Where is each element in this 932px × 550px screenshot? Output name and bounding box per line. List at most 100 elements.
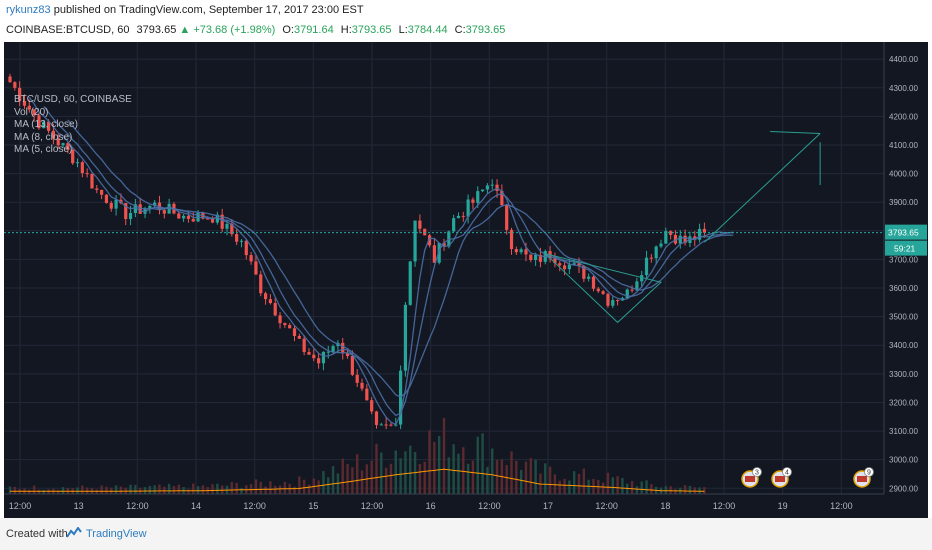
price-tick-label: 3700.00 xyxy=(889,255,918,264)
candle-body xyxy=(128,213,133,220)
candle-body xyxy=(471,199,475,203)
volume-bar xyxy=(331,466,335,494)
volume-bar xyxy=(134,485,137,494)
time-tick-label: 12:00 xyxy=(478,501,501,511)
timer-badge-bg xyxy=(885,240,927,256)
candle-body xyxy=(596,288,600,292)
candle-body xyxy=(534,254,538,260)
time-tick-label: 12:00 xyxy=(126,501,149,511)
volume-bar xyxy=(491,448,494,494)
candle-body xyxy=(654,246,658,259)
footer: Created with TradingView xyxy=(0,518,932,550)
high-value: 3793.65 xyxy=(351,24,392,36)
candle-body xyxy=(591,276,596,289)
volume-bar xyxy=(563,478,566,494)
legend-ma-13[interactable]: MA (13, close) xyxy=(14,119,78,130)
chart-area[interactable]: 2900.00 3000.00 3100.00 3200.00 3300.00 3400.… xyxy=(4,42,928,518)
candle-body xyxy=(37,115,41,129)
volume-bar xyxy=(360,470,364,494)
candle-body xyxy=(461,215,465,217)
price-tick-label: 4200.00 xyxy=(889,112,918,121)
volume-bar xyxy=(61,487,65,494)
candle-body xyxy=(331,346,335,352)
volume-bar xyxy=(645,480,648,494)
price-chart[interactable]: 2900.00 3000.00 3100.00 3200.00 3300.00 3400.… xyxy=(4,42,928,518)
volume-bar xyxy=(409,445,412,494)
price-tick-label: 3900.00 xyxy=(889,198,918,207)
candle-body xyxy=(230,223,234,235)
volume-bar xyxy=(505,464,508,494)
volume-bar xyxy=(703,487,706,494)
candle-body xyxy=(18,87,22,101)
volume-bar xyxy=(466,463,470,494)
volume-bar xyxy=(148,485,152,494)
legend-ma-8[interactable]: MA (8, close) xyxy=(14,131,73,143)
volume-bar xyxy=(76,487,79,494)
volume-bar xyxy=(433,441,436,494)
open-value: 3791.64 xyxy=(293,24,334,36)
candle-body xyxy=(71,149,75,164)
candle-body xyxy=(490,184,494,186)
volume-bar xyxy=(230,481,234,494)
candle-body xyxy=(577,263,581,266)
legend-vol[interactable]: Vol (20) xyxy=(14,106,49,118)
candle-body xyxy=(644,257,649,276)
timer-badge-text: 59:21 xyxy=(894,244,916,254)
candle-body xyxy=(13,82,17,88)
price-tick-label: 3400.00 xyxy=(889,341,918,350)
candle-body xyxy=(61,143,65,146)
volume-bar xyxy=(650,484,653,494)
candle-body xyxy=(114,199,118,209)
candle-body xyxy=(278,315,282,324)
close-label: C: xyxy=(454,24,466,36)
volume-bar xyxy=(418,464,422,494)
volume-bar xyxy=(621,477,624,494)
price-tick-label: 2900.00 xyxy=(889,484,918,493)
volume-bar xyxy=(240,488,243,494)
volume-bar xyxy=(346,463,349,494)
candle-body xyxy=(678,235,682,244)
volume-bar xyxy=(278,485,282,494)
candle-body xyxy=(138,204,142,214)
volume-bar xyxy=(519,469,523,494)
candle-body xyxy=(485,185,489,190)
candle-body xyxy=(452,218,456,232)
volume-bar xyxy=(85,487,89,494)
volume-bar xyxy=(163,486,166,494)
volume-bar xyxy=(389,463,393,494)
event-count-bubble xyxy=(752,467,762,477)
volume-bar xyxy=(158,484,161,494)
high-label: H: xyxy=(340,24,352,36)
volume-bar xyxy=(384,467,388,494)
candle-body xyxy=(572,263,576,265)
author-link[interactable]: rykunz83 xyxy=(6,4,51,16)
study-legend: BTC/USD, 60, COINBASE Vol (20) MA (13, c… xyxy=(14,94,132,157)
volume-bar xyxy=(515,460,518,494)
candle-body xyxy=(432,245,436,263)
volume-bar xyxy=(192,483,195,494)
candle-body xyxy=(582,265,586,279)
candle-body xyxy=(529,254,533,260)
legend-ma-5[interactable]: MA (5, close) xyxy=(14,144,73,155)
candle-body xyxy=(476,191,480,203)
volume-bar xyxy=(558,480,561,494)
candle-body xyxy=(456,215,461,219)
volume-bar xyxy=(8,486,12,494)
volume-bar xyxy=(582,468,586,494)
tradingview-link[interactable]: TradingView xyxy=(86,528,147,540)
price-tick-label: 4300.00 xyxy=(889,84,918,93)
volume-bar xyxy=(486,466,489,494)
volume-bar xyxy=(404,451,407,494)
volume-bar xyxy=(100,485,103,494)
candle-body xyxy=(191,218,195,222)
volume-bar xyxy=(336,473,340,494)
candle-body xyxy=(562,265,567,270)
candle-body xyxy=(669,231,673,235)
price-tick-label: 4400.00 xyxy=(889,55,918,64)
volume-bar xyxy=(177,484,180,494)
volume-bar xyxy=(573,471,576,494)
price-tick-label: 3300.00 xyxy=(889,370,918,379)
candle-body xyxy=(413,220,417,262)
volume-bar xyxy=(129,484,132,494)
candle-body xyxy=(509,229,514,250)
